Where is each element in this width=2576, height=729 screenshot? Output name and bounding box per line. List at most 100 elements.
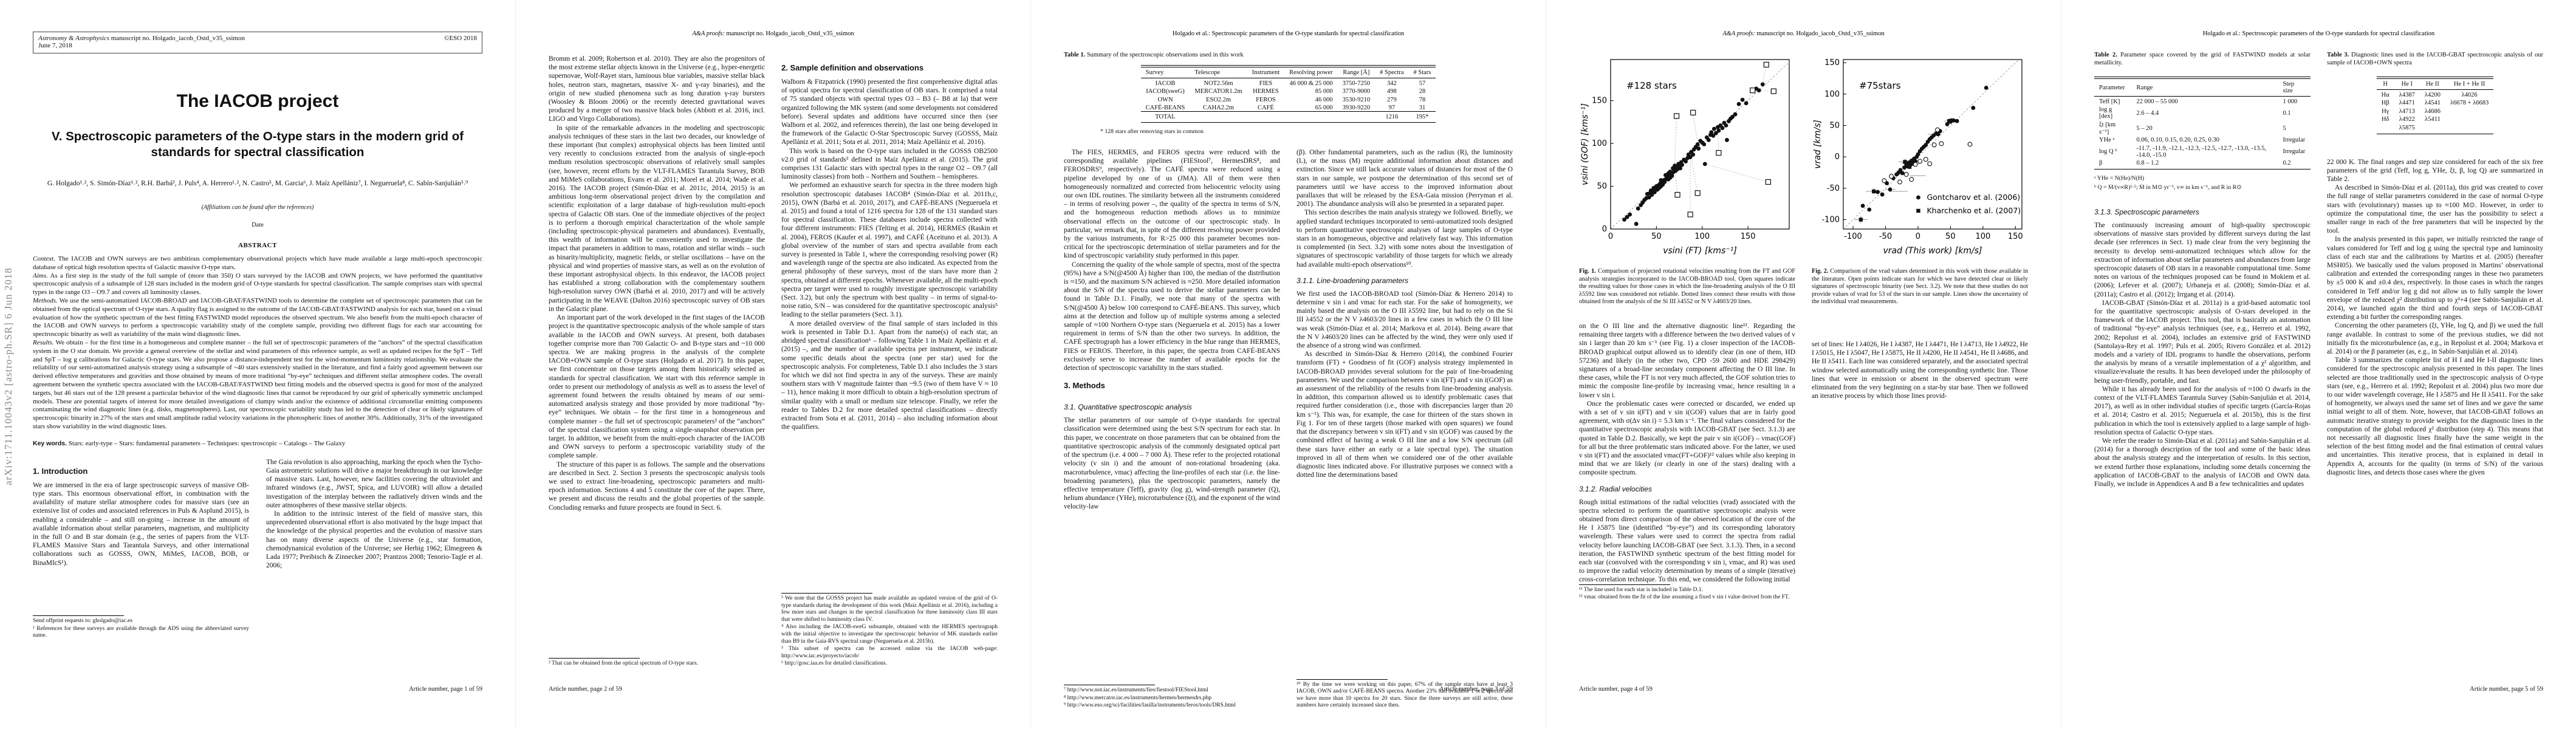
abstract-results: Results. We obtain – for the first time … bbox=[33, 338, 482, 430]
svg-text:150: 150 bbox=[1592, 97, 1607, 106]
table2-caption: Table 2. Parameter space covered by the … bbox=[2094, 52, 2311, 66]
table-row: λ5875 bbox=[2376, 123, 2494, 134]
running-head: A&A proofs: manuscript no. Holgado_iacob… bbox=[692, 30, 854, 37]
svg-text:Kharchenko et al. (2007): Kharchenko et al. (2007) bbox=[1927, 206, 2021, 215]
table-cell bbox=[1337, 111, 1375, 123]
table-cell: CAHA2.2m bbox=[1203, 104, 1235, 111]
table-row: Teff [K] 22 000 – 55 000 1 000 bbox=[2094, 97, 2311, 105]
paragraph: In spite of the remarkable advances in t… bbox=[549, 124, 765, 313]
page3-right-column: (β). Other fundamental parameters, such … bbox=[1297, 148, 1513, 710]
paragraph: This section describes the main analysis… bbox=[1297, 209, 1513, 269]
page2-left-column: Bromm et al. 2009; Robertson et al. 2010… bbox=[549, 55, 765, 668]
page5-left-text: 3.1.3. Spectroscopic parameters The conti… bbox=[2094, 200, 2311, 671]
page2-right-column: 2. Sample definition and observations Wal… bbox=[781, 55, 998, 668]
footnote: ⁶ http://gosc.iaa.es for detailed classi… bbox=[781, 660, 887, 667]
svg-text:0: 0 bbox=[1835, 152, 1840, 162]
svg-text:vsini (FT) [kms⁻¹]: vsini (FT) [kms⁻¹] bbox=[1663, 246, 1737, 256]
manuscript-date: June 7, 2018 bbox=[38, 42, 72, 49]
paragraph: Table 3 summarizes the complete list of … bbox=[2327, 357, 2543, 476]
page1-right-column: The Gaia revolution is also approaching,… bbox=[266, 458, 482, 640]
table2-grid-parameters: Parameter Range Step size Teff [K] 22 000 – … bbox=[2094, 78, 2311, 169]
table-cell: 85 000 bbox=[1315, 88, 1333, 95]
svg-text:100: 100 bbox=[1975, 232, 1990, 241]
table-cell: 3770-9000 bbox=[1342, 88, 1371, 95]
page-4: A&A proofs: manuscript no. Holgado_iacob… bbox=[1546, 0, 2061, 729]
svg-text:50: 50 bbox=[1651, 232, 1662, 241]
table-row: log Q ᵇ -11.7, -11.9, -12.1, -12.3, -12.5… bbox=[2094, 143, 2311, 159]
table-total-row: TOTAL 1216 195* bbox=[1140, 111, 1436, 123]
page-footer: Article number, page 5 of 59 bbox=[2470, 686, 2543, 693]
table-cell: 28 bbox=[1419, 88, 1426, 95]
table-cell: λ4200 bbox=[2424, 91, 2441, 98]
table-cell: 3530-9210 bbox=[1342, 96, 1371, 103]
svg-text:#75stars: #75stars bbox=[1859, 80, 1901, 91]
table3-diagnostic-lines: H He I He II He I + He II Hα λ4387 λ4200 λ4026 H… bbox=[2376, 78, 2494, 134]
paragraph: Once the problematic cases were correcte… bbox=[1579, 400, 1795, 477]
paragraph: A more detailed overview of the final sa… bbox=[781, 320, 998, 431]
footnote: ⁵ This subset of spectra can be accessed… bbox=[781, 646, 998, 659]
footnote: ⁹ http://www.eso.org/sci/facilities/lasi… bbox=[1064, 702, 1236, 709]
paragraph: Bromm et al. 2009; Robertson et al. 2010… bbox=[549, 55, 765, 123]
running-head: Holgado et al.: Spectroscopic parameters… bbox=[2202, 30, 2435, 37]
paragraph: set of lines: He I λ4026, He I λ4387, He… bbox=[1812, 340, 2028, 400]
table-row: YHe ᵃ 0.06, 0.10, 0.15, 0.20, 0.25, 0.30 I… bbox=[2094, 135, 2311, 143]
table-row: Hβ λ4471 λ4541 λ6678 + λ6683 bbox=[2377, 98, 2494, 106]
table-cell: FIES bbox=[1259, 80, 1273, 87]
footnote: ¹ References for these surveys are avail… bbox=[33, 625, 249, 639]
svg-text:vrad [km/s]: vrad [km/s] bbox=[1813, 120, 1823, 169]
footnote: ¹¹ The line used for each star is includ… bbox=[1579, 586, 1703, 593]
subsection-heading: 3.1.1. Line-broadening parameters bbox=[1297, 276, 1409, 285]
paragraph: As described in Simón-Díaz et al. (2011a… bbox=[2327, 184, 2543, 235]
table-row: β 0.8 – 1.2 0.2 bbox=[2094, 158, 2311, 169]
page-3: Holgado et al.: Spectroscopic parameters… bbox=[1030, 0, 1546, 729]
page-footer: Article number, page 3 of 59 bbox=[1439, 686, 1513, 693]
table-row: ξt [km s⁻¹] 5 – 20 5 bbox=[2094, 120, 2311, 135]
page4-left-text: on the O III line and the alternative di… bbox=[1579, 322, 1795, 602]
table-cell: λ4471 bbox=[2399, 100, 2415, 106]
table-cell: Hα bbox=[2381, 91, 2389, 98]
section-heading: 3. Methods bbox=[1064, 381, 1105, 391]
paragraph: The stellar parameters of our sample of … bbox=[1064, 417, 1280, 511]
spacer bbox=[1812, 306, 2028, 340]
table-cell: 1 000 bbox=[2283, 98, 2298, 105]
footnote: ⁸ http://www.mercator.iac.es/instruments… bbox=[1064, 694, 1212, 701]
table-cell: log g [dex] bbox=[2099, 106, 2113, 120]
abstract-heading: ABSTRACT bbox=[238, 242, 277, 249]
svg-text:100: 100 bbox=[1592, 139, 1607, 148]
footnote-rule bbox=[1297, 679, 1388, 680]
column-header: He I + He II bbox=[2445, 78, 2494, 90]
table-cell: FEROS bbox=[1256, 96, 1276, 103]
fig2-vrad-scatter-plot: -100 -50 0 50 100 150 -100 -50 0 50 100 150 vrad (Th… bbox=[1813, 58, 2023, 256]
paragraph: Rough initial estimations of the radial … bbox=[1579, 498, 1795, 584]
paragraph: Concerning the other parameters (ξt, YHe… bbox=[2327, 322, 2543, 355]
paragraph: IACOB-GBAT (Simón-Díaz et al. 2011a) is … bbox=[2094, 299, 2311, 385]
table1-observations: Survey Telescope Instrument Resolving power… bbox=[1140, 67, 1436, 123]
table-cell: Irregular bbox=[2283, 148, 2306, 155]
paragraph: In the analysis presented in this paper,… bbox=[2327, 236, 2543, 321]
table-cell bbox=[2419, 123, 2445, 134]
svg-text:Gontcharov et al. (2006): Gontcharov et al. (2006) bbox=[1927, 193, 2020, 202]
table-cell: OWN bbox=[1157, 96, 1173, 103]
table-row: IACOB(sweG) MERCATOR1.2m HERMES 85 000 3770-… bbox=[1141, 87, 1436, 95]
paragraph: Concerning the quality of the whole samp… bbox=[1064, 261, 1280, 372]
table-cell: NOT2.56m bbox=[1204, 80, 1233, 87]
table-cell: Irregular bbox=[2283, 137, 2306, 143]
column-header: Parameter bbox=[2094, 78, 2132, 97]
paragraph: Walborn & Fitzpatrick (1990) presented t… bbox=[781, 78, 998, 146]
table-cell: λ4026 bbox=[2461, 91, 2478, 98]
table2-footnote-b: ᵇ Q = Ṁ/(v∞R)¹·⁵; Ṁ in M⊙ yr⁻¹, v∞ in km… bbox=[2094, 184, 2242, 191]
table-cell: 5 bbox=[2283, 125, 2286, 132]
table-cell: 1216 bbox=[1375, 111, 1409, 123]
table1-holder: Survey Telescope Instrument Resolving power… bbox=[1064, 65, 1513, 135]
arxiv-stamp: arXiv:1711.10043v2 [astro-ph.SR] 6 Jun 2… bbox=[2, 267, 14, 486]
paragraph: on the O III line and the alternative di… bbox=[1579, 322, 1795, 399]
manuscript-id: Astronomy & Astrophysics manuscript no. … bbox=[38, 35, 245, 42]
paragraph: As described in Simón-Díaz & Herrero (20… bbox=[1297, 351, 1513, 479]
table-cell: 46 000 & 25 000 bbox=[1289, 80, 1333, 87]
table1-footnote: * 128 stars after removing stars in comm… bbox=[1100, 128, 1204, 135]
abstract-aims: Aims. As a first step in the study of th… bbox=[33, 272, 482, 296]
column-header: Step size bbox=[2278, 78, 2311, 97]
svg-text:-100: -100 bbox=[1844, 232, 1862, 241]
table-cell: λ4922 bbox=[2399, 116, 2415, 123]
table-cell: λ5411 bbox=[2425, 116, 2441, 123]
